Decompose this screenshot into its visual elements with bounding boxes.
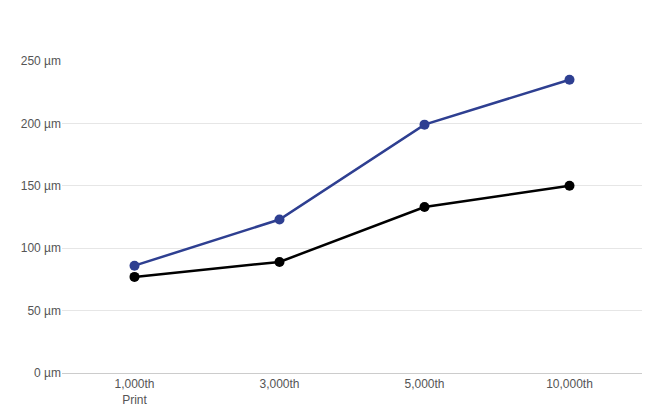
svg-text:100 µm: 100 µm xyxy=(21,241,61,255)
svg-text:50 µm: 50 µm xyxy=(27,304,61,318)
svg-text:10,000th: 10,000th xyxy=(546,377,593,391)
svg-text:5,000th: 5,000th xyxy=(404,377,444,391)
svg-text:150 µm: 150 µm xyxy=(21,179,61,193)
svg-text:250 µm: 250 µm xyxy=(21,54,61,68)
svg-text:0 µm: 0 µm xyxy=(34,366,61,380)
svg-text:200 µm: 200 µm xyxy=(21,117,61,131)
svg-text:1,000thPrint: 1,000thPrint xyxy=(114,377,154,407)
svg-text:3,000th: 3,000th xyxy=(259,377,299,391)
